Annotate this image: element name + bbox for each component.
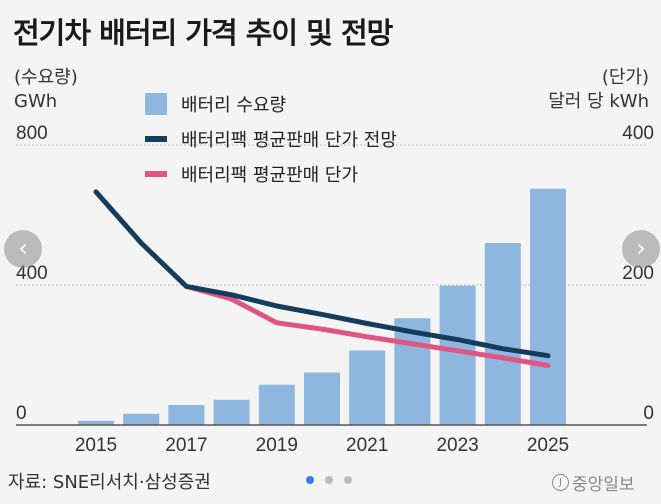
right-tick-label: 400	[622, 123, 654, 144]
publisher-logo-icon: J	[552, 474, 569, 491]
bar-2025	[530, 188, 566, 425]
pagination-dots	[306, 476, 352, 484]
publisher-logo: J 중앙일보	[552, 470, 635, 495]
source-note: 자료: SNE리서치·삼성증권	[8, 472, 211, 493]
left-tick-label: 0	[16, 403, 27, 424]
x-tick-label-2017: 2017	[165, 435, 207, 456]
right-tick-label: 200	[622, 263, 654, 284]
bar-2020	[304, 372, 340, 425]
left-tick-label: 800	[16, 123, 48, 144]
bar-2018	[213, 399, 250, 425]
pagination-dot-1[interactable]	[306, 476, 314, 484]
bar-2017	[168, 405, 205, 425]
chart-title: 전기차 배터리 가격 추이 및 전망	[13, 16, 393, 50]
x-tick-label-2025: 2025	[527, 435, 569, 456]
line-actual-price	[183, 283, 551, 368]
right-tick-label: 0	[643, 403, 654, 424]
bar-2023	[439, 285, 476, 425]
bar-2016	[123, 413, 160, 425]
left-axis-label: (수요량) GWh	[14, 66, 78, 114]
legend-label-forecast: 배터리팩 평균판매 단가 전망	[181, 130, 397, 151]
bar-2015	[78, 420, 114, 425]
right-axis-label: (단가) 달러 당 kWh	[548, 66, 649, 114]
publisher-logo-text: 중앙일보	[572, 475, 635, 495]
legend-label-actual: 배터리팩 평균판매 단가	[181, 165, 358, 186]
x-tick-label-2023: 2023	[436, 435, 478, 456]
legend-label-demand: 배터리 수요량	[181, 95, 286, 116]
pagination-dot-2[interactable]	[325, 476, 333, 484]
pagination-dot-3[interactable]	[344, 476, 352, 484]
x-tick-label-2021: 2021	[346, 435, 388, 456]
line-forecast-price	[93, 189, 551, 359]
right-axis-label-unit-name: (단가)	[601, 67, 649, 88]
left-axis-label-unit-name: (수요량)	[14, 67, 78, 88]
bar-2024	[484, 243, 521, 425]
left-tick-label: 400	[16, 263, 48, 284]
x-tick-label-2019: 2019	[256, 435, 298, 456]
left-axis-label-unit: GWh	[14, 91, 58, 112]
right-axis-label-unit: 달러 당 kWh	[548, 91, 649, 112]
legend-swatch-demand	[145, 93, 167, 115]
bar-2021	[349, 350, 386, 425]
x-tick-label-2015: 2015	[75, 435, 117, 456]
next-slide-button[interactable]: ›	[622, 230, 660, 268]
previous-slide-button[interactable]: ‹	[4, 230, 42, 268]
bar-2019	[258, 384, 295, 425]
